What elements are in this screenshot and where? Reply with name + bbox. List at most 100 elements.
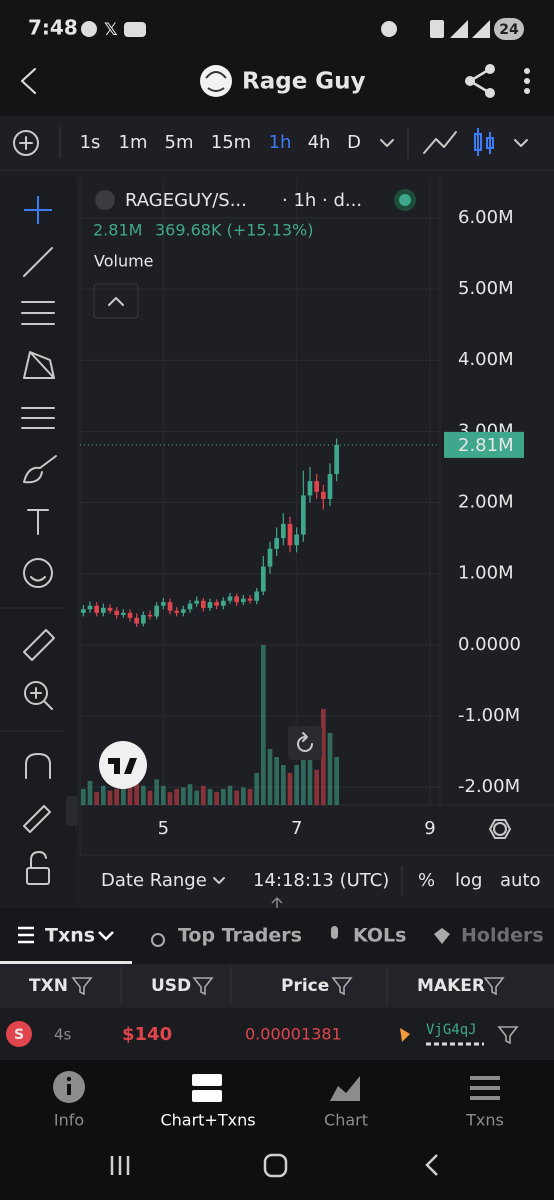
y-tick-label: 4.00M <box>458 349 514 370</box>
interval-option[interactable]: 1m <box>119 132 148 153</box>
battery-level: 24 <box>499 22 519 38</box>
txn-type: S <box>14 1027 24 1043</box>
tab-bar <box>0 908 554 964</box>
y-tick-label: -1.00M <box>458 705 520 726</box>
candle-body <box>281 523 286 539</box>
interval-option[interactable]: 5m <box>165 132 194 153</box>
volume-bar <box>301 741 306 805</box>
candle-body <box>201 600 206 608</box>
candle-body <box>334 444 339 475</box>
y-tick-label: 5.00M <box>458 278 514 299</box>
interval-option[interactable]: 1h <box>269 132 292 153</box>
y-tick-label: -2.00M <box>458 776 520 797</box>
date-range-arrow <box>213 877 225 884</box>
percent-toggle[interactable]: % <box>418 870 435 891</box>
candle-body <box>181 609 186 613</box>
zoom-tool[interactable] <box>24 681 53 710</box>
top-bar <box>0 0 554 116</box>
table-row <box>0 1008 554 1060</box>
tab-dropdown[interactable] <box>98 931 114 941</box>
candle-body <box>121 612 126 615</box>
text-tool[interactable] <box>27 509 49 535</box>
volume-bar <box>87 781 93 805</box>
crosshair-tool[interactable] <box>24 196 52 224</box>
volume-bar <box>187 784 193 805</box>
candle-style-button[interactable] <box>474 128 494 156</box>
volume-bar <box>167 792 173 805</box>
pattern-tool[interactable] <box>23 351 55 379</box>
timezone-time[interactable]: 14:18:13 (UTC) <box>253 870 389 891</box>
legend-collapse[interactable] <box>93 283 139 319</box>
line-style-button[interactable] <box>423 131 457 154</box>
back-button[interactable] <box>20 67 37 95</box>
tab-kols[interactable]: KOLs <box>353 925 406 947</box>
add-indicator-button[interactable] <box>13 130 39 156</box>
volume-bar <box>261 645 266 805</box>
candle-body <box>294 534 299 546</box>
candle-body <box>321 491 326 499</box>
auto-toggle[interactable]: auto <box>500 870 541 891</box>
fib-tool[interactable] <box>21 301 55 325</box>
interval-option[interactable]: D <box>347 132 361 153</box>
date-range-button[interactable]: Date Range <box>101 870 207 891</box>
emoji-tool[interactable] <box>23 558 53 588</box>
volume-bar <box>327 733 333 805</box>
candle-body <box>241 598 246 603</box>
lock-drawing-tool[interactable] <box>23 805 51 833</box>
settings-button[interactable] <box>489 819 511 839</box>
nav-item[interactable]: Txns <box>465 1111 504 1130</box>
candle-body <box>247 598 253 601</box>
tab-underline <box>0 961 132 964</box>
token-avatar <box>200 65 232 97</box>
log-toggle[interactable]: log <box>455 870 482 891</box>
interval-option[interactable]: 15m <box>211 132 251 153</box>
projection-tool[interactable] <box>21 407 55 429</box>
txn-age: 4s <box>54 1026 72 1044</box>
table-columns: TXN USD Price MAKER <box>29 966 505 1006</box>
candle-body <box>234 596 239 603</box>
candle-body <box>187 603 193 610</box>
interval-option[interactable]: 1s <box>80 132 101 153</box>
candle-body <box>101 607 106 613</box>
column-filter[interactable] <box>192 977 214 996</box>
unlock-tool[interactable] <box>26 851 50 885</box>
chart-txns-icon <box>192 1074 222 1102</box>
chart-style-more[interactable] <box>514 139 528 147</box>
txn-maker[interactable]: VjG4qJ <box>426 1022 477 1038</box>
nav-item[interactable]: Chart <box>324 1111 368 1130</box>
status-icons: 𝕏 <box>81 20 490 40</box>
price-change: 369.68K (+15.13%) <box>155 221 313 240</box>
column-filter[interactable] <box>71 977 93 996</box>
share-button[interactable] <box>465 64 495 98</box>
column-filter[interactable] <box>331 977 353 996</box>
interval-option[interactable]: 4h <box>308 132 331 153</box>
price-label: 2.81M <box>458 435 514 456</box>
toolbar-collapse[interactable] <box>66 796 78 826</box>
candle-body <box>267 548 273 567</box>
tab-txns[interactable]: Txns <box>45 925 95 947</box>
drawing-toolbar <box>0 176 75 906</box>
candle-body <box>147 614 153 617</box>
txn-price: 0.00001381 <box>245 1025 342 1044</box>
magnet-tool[interactable] <box>25 753 51 779</box>
nav-item[interactable]: Chart+Txns <box>160 1111 255 1130</box>
volume-bar <box>214 792 219 805</box>
tab-holders[interactable]: Holders <box>461 925 544 947</box>
trend-line-tool[interactable] <box>23 247 53 277</box>
column-filter[interactable] <box>483 977 505 996</box>
reset-chart-button[interactable] <box>288 726 322 760</box>
volume-bar <box>194 790 199 805</box>
candle-body <box>114 610 119 615</box>
tradingview-logo <box>99 741 147 789</box>
volume-bar <box>287 773 293 805</box>
x-tick-label: 5 <box>158 818 169 839</box>
tab-top-traders[interactable]: Top Traders <box>178 925 302 947</box>
nav-item[interactable]: Info <box>54 1111 84 1130</box>
brush-tool[interactable] <box>23 455 57 484</box>
menu-button[interactable] <box>524 68 530 94</box>
volume-bar <box>147 790 153 805</box>
ruler-tool[interactable] <box>23 629 55 661</box>
volume-bar <box>247 789 253 805</box>
interval-more[interactable] <box>380 139 394 147</box>
maker-filter[interactable] <box>497 1026 519 1045</box>
